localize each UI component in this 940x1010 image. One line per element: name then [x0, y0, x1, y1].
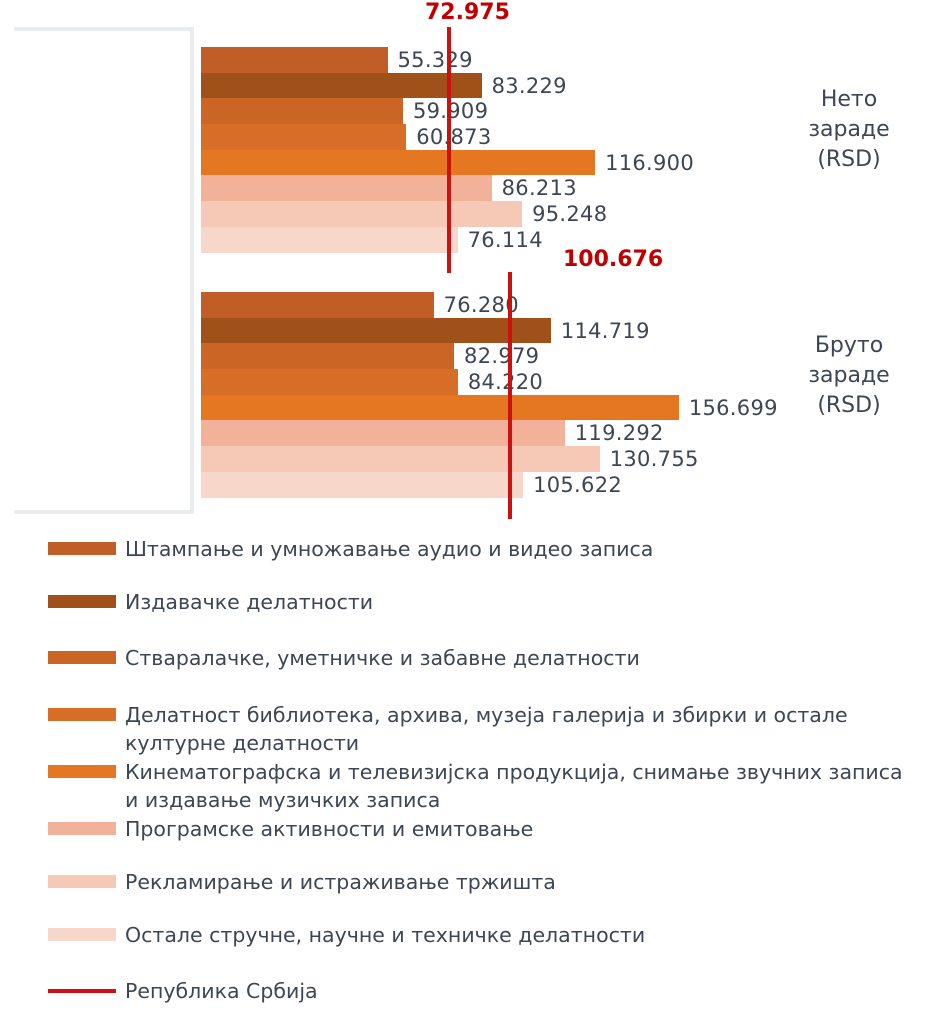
bar-4 — [201, 124, 407, 150]
category-label-bruto: Бруто зараде (RSD) — [774, 331, 924, 421]
legend-color-swatch — [48, 595, 116, 608]
legend-item[interactable]: Штампање и умножавање аудио и видео запи… — [48, 535, 653, 563]
bar-group-neto: 55.329 83.22959.90960.873 116.900 86.21395.… — [201, 47, 931, 253]
legend-item-label: Штампање и умножавање аудио и видео запи… — [125, 537, 654, 561]
bar-1 — [201, 47, 388, 73]
bar-value-label: 119.292 — [574, 421, 664, 446]
category-axis-box — [14, 27, 194, 514]
bar-row: 119.292 — [201, 420, 931, 447]
bar-value-label: 86.213 — [501, 176, 577, 201]
bar-5 — [201, 394, 679, 421]
bar-row: 76.114 — [201, 226, 931, 253]
bar-row: 116.900 — [201, 149, 931, 176]
category-label-bruto-line3: (RSD) — [817, 393, 881, 418]
legend-item-label: Делатност библиотека, архива, музеја гал… — [125, 703, 848, 755]
bar-chart: (јануар–јул 2022) Нето зараде (RSD) Брут… — [14, 0, 931, 519]
legend-item-label: Издавачке делатности — [125, 590, 374, 614]
category-label-neto-line3: (RSD) — [817, 147, 881, 172]
bar-row: 95.248 — [201, 201, 931, 227]
bar-value-label: 105.622 — [533, 472, 623, 497]
bar-8 — [201, 471, 524, 498]
legend-color-swatch — [48, 875, 116, 888]
bar-group-bruto: 76.280 114.719 82.979 84.220 156.699 119.292 1… — [201, 292, 931, 498]
bar-5 — [201, 149, 596, 176]
bar-value-label: 114.719 — [560, 318, 650, 343]
reference-line-bruto — [508, 272, 512, 519]
bar-value-label: 95.248 — [532, 201, 608, 226]
reference-label-bruto: 100.676 — [563, 247, 664, 272]
bar-row: 59.909 — [201, 98, 931, 125]
legend-item-label: Рекламирање и истраживање тржишта — [125, 870, 556, 894]
category-label-neto-line2: зараде — [808, 117, 890, 142]
bar-value-label: 83.229 — [491, 73, 567, 98]
legend-item[interactable]: Република Србија — [48, 977, 318, 1005]
legend-item[interactable]: Издавачке делатности — [48, 588, 373, 616]
bar-2 — [201, 72, 482, 99]
category-label-bruto-line2: зараде — [808, 363, 890, 388]
bar-4 — [201, 369, 458, 395]
bar-row: 60.873 — [201, 124, 931, 150]
legend-color-swatch — [48, 542, 116, 555]
bar-6 — [201, 175, 492, 202]
legend-item[interactable]: Програмске активности и емитовање — [48, 815, 533, 843]
legend-item-label: Програмске активности и емитовање — [125, 817, 534, 841]
bar-value-label: 60.873 — [416, 124, 492, 149]
legend-item[interactable]: Стваралачке, уметничке и забавне делатно… — [48, 644, 640, 672]
legend-item[interactable]: Кинематографска и телевизијска продукциј… — [48, 758, 915, 814]
bar-value-label: 116.900 — [605, 150, 695, 175]
bar-value-label: 76.114 — [467, 227, 543, 252]
legend-line-swatch — [48, 989, 116, 993]
legend-color-swatch — [48, 651, 116, 664]
category-label-neto-line1: Нето — [820, 87, 878, 112]
legend-item[interactable]: Делатност библиотека, архива, музеја гал… — [48, 701, 915, 757]
legend-item-label: Стваралачке, уметничке и забавне делатно… — [125, 646, 640, 670]
bar-2 — [201, 317, 551, 344]
bar-row: 114.719 — [201, 317, 931, 344]
bar-row: 83.229 — [201, 72, 931, 99]
bar-7 — [201, 201, 523, 227]
category-label-neto: Нето зараде (RSD) — [774, 85, 924, 175]
legend-color-swatch — [48, 928, 116, 941]
bar-row: 156.699 — [201, 394, 931, 421]
legend-item-label: Остале стручне, научне и техничке делатн… — [125, 923, 646, 947]
category-label-bruto-line1: Бруто — [814, 333, 884, 358]
bar-value-label: 82.979 — [464, 344, 540, 369]
legend-color-swatch — [48, 765, 116, 778]
bar-3 — [201, 98, 403, 125]
bar-row: 82.979 — [201, 343, 931, 370]
legend-item[interactable]: Остале стручне, научне и техничке делатн… — [48, 921, 645, 949]
legend-item-label: Кинематографска и телевизијска продукциј… — [125, 760, 903, 812]
bar-value-label: 156.699 — [688, 395, 778, 420]
bar-row: 76.280 — [201, 292, 931, 318]
bar-3 — [201, 343, 455, 370]
bar-row: 130.755 — [201, 446, 931, 472]
bar-row: 55.329 — [201, 47, 931, 73]
bar-7 — [201, 446, 600, 472]
bar-value-label: 76.280 — [443, 292, 519, 317]
legend-item[interactable]: Рекламирање и истраживање тржишта — [48, 868, 556, 896]
legend-item-label: Република Србија — [125, 979, 318, 1003]
bar-value-label: 84.220 — [467, 369, 544, 394]
legend-color-swatch — [48, 822, 116, 835]
bar-value-label: 55.329 — [397, 47, 473, 72]
bar-value-label: 130.755 — [609, 446, 699, 471]
chart-legend: Штампање и умножавање аудио и видео запи… — [0, 525, 940, 1010]
bar-row: 84.220 — [201, 369, 931, 395]
legend-color-swatch — [48, 708, 116, 721]
bar-8 — [201, 226, 458, 253]
bar-row: 86.213 — [201, 175, 931, 202]
reference-line-neto — [447, 27, 451, 273]
bar-6 — [201, 420, 565, 447]
bar-row: 105.622 — [201, 471, 931, 498]
reference-label-neto: 72.975 — [425, 0, 510, 25]
bar-1 — [201, 292, 434, 318]
